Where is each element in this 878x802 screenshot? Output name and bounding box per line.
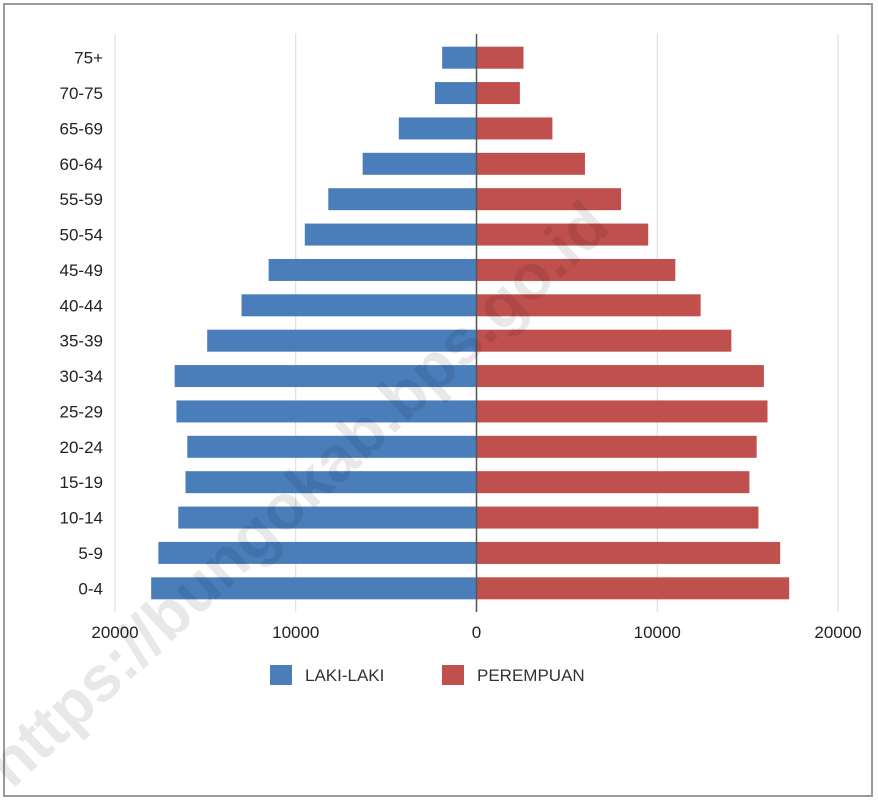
- y-tick-label: 25-29: [60, 402, 103, 421]
- male-bars: [151, 46, 477, 600]
- bar-female: [476, 400, 768, 423]
- x-tick-label: 20000: [814, 623, 861, 642]
- bar-male: [268, 258, 477, 281]
- bar-male: [398, 117, 477, 140]
- bar-male: [362, 152, 477, 175]
- bar-female: [476, 435, 757, 458]
- bar-female: [476, 117, 553, 140]
- x-tick-label: 10000: [634, 623, 681, 642]
- bar-female: [476, 152, 585, 175]
- y-tick-label: 20-24: [60, 438, 103, 457]
- y-tick-label: 30-34: [60, 367, 103, 386]
- female-bars: [476, 46, 790, 600]
- y-tick-label: 50-54: [60, 226, 103, 245]
- y-tick-label: 60-64: [60, 155, 103, 174]
- y-tick-label: 0-4: [78, 579, 103, 598]
- legend-label-male: LAKI-LAKI: [305, 666, 384, 685]
- y-tick-label: 15-19: [60, 473, 103, 492]
- bar-male: [304, 223, 477, 246]
- x-tick-label: 20000: [91, 623, 138, 642]
- y-tick-label: 35-39: [60, 332, 103, 351]
- bar-female: [476, 82, 520, 105]
- x-tick-label: 0: [472, 623, 481, 642]
- bar-female: [476, 223, 649, 246]
- bar-male: [151, 577, 477, 600]
- bar-male: [442, 46, 477, 69]
- legend: LAKI-LAKI PEREMPUAN: [270, 665, 585, 685]
- bar-male: [187, 435, 477, 458]
- y-tick-label: 45-49: [60, 261, 103, 280]
- bar-male: [241, 294, 477, 317]
- bar-female: [476, 365, 764, 388]
- bar-male: [158, 541, 477, 564]
- bar-male: [174, 365, 477, 388]
- legend-swatch-female: [442, 665, 464, 685]
- bar-male: [434, 82, 477, 105]
- y-tick-label: 55-59: [60, 190, 103, 209]
- bar-female: [476, 329, 732, 352]
- bar-female: [476, 188, 622, 211]
- bar-female: [476, 577, 790, 600]
- bar-male: [328, 188, 477, 211]
- bar-male: [207, 329, 477, 352]
- bar-female: [476, 258, 676, 281]
- bar-female: [476, 506, 759, 529]
- bar-female: [476, 541, 781, 564]
- legend-label-female: PEREMPUAN: [477, 666, 585, 685]
- bar-male: [178, 506, 477, 529]
- x-tick-label: 10000: [272, 623, 319, 642]
- y-tick-label: 10-14: [60, 509, 103, 528]
- bar-male: [185, 471, 477, 494]
- y-axis-labels: 75+ 70-75 65-69 60-64 55-59 50-54 45-49 40-44 35…: [60, 49, 104, 599]
- bar-female: [476, 294, 701, 317]
- y-tick-label: 75+: [74, 49, 103, 68]
- legend-swatch-male: [270, 665, 292, 685]
- y-tick-label: 5-9: [78, 544, 103, 563]
- y-tick-label: 65-69: [60, 119, 103, 138]
- bar-female: [476, 471, 750, 494]
- x-axis-labels: 20000 10000 0 10000 20000: [91, 623, 861, 642]
- bar-male: [176, 400, 477, 423]
- y-tick-label: 70-75: [60, 84, 103, 103]
- y-tick-label: 40-44: [60, 296, 103, 315]
- bar-female: [476, 46, 524, 69]
